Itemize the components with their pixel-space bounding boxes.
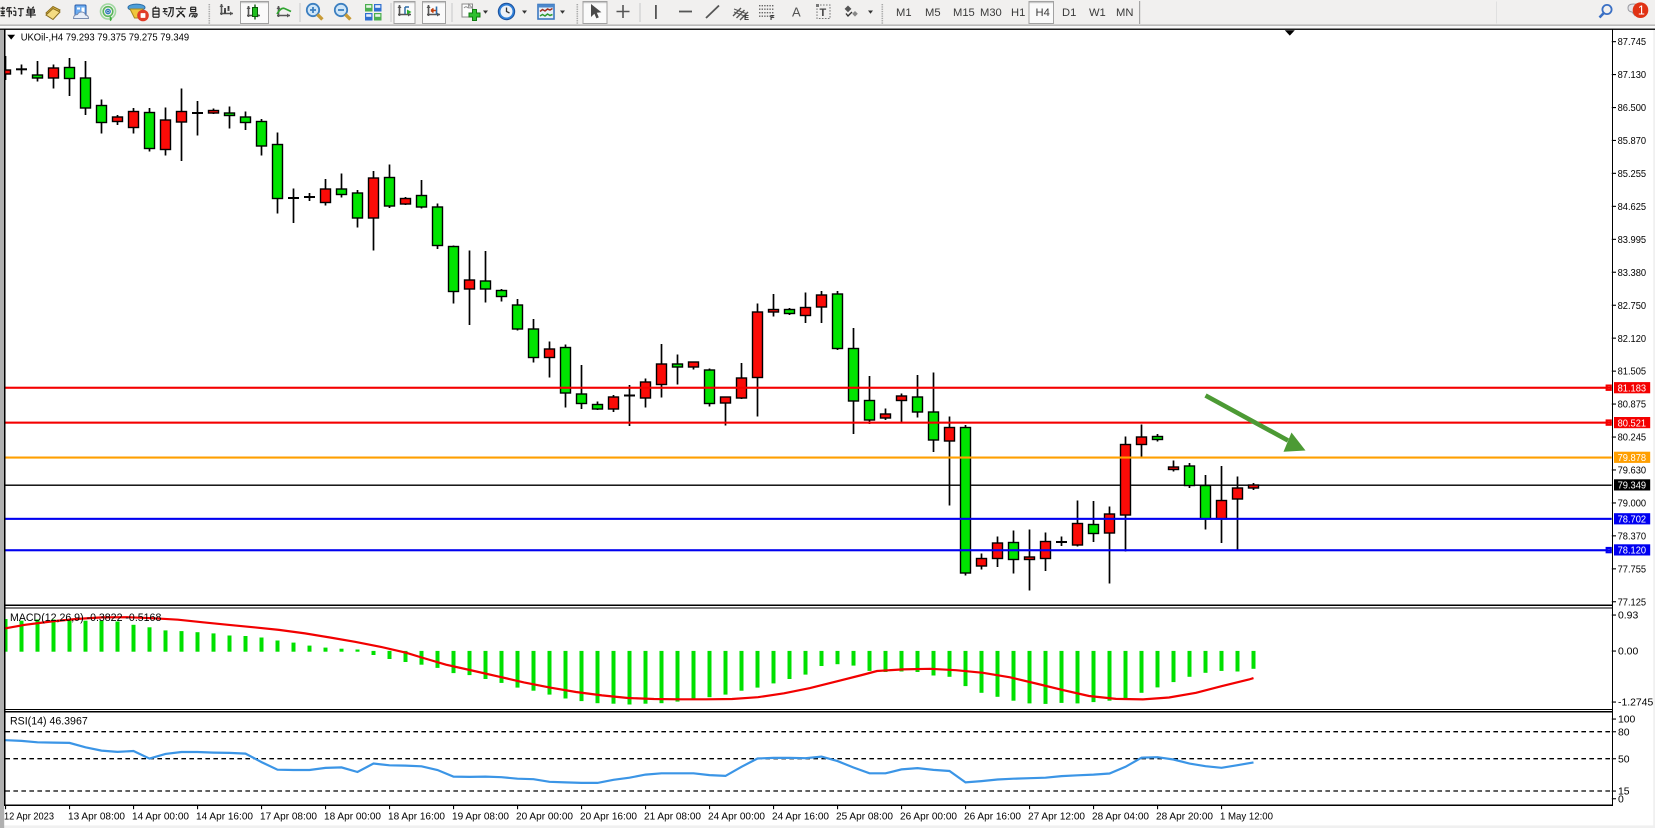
svg-text:M1: M1 [896,7,912,19]
svg-text:MACD(12,26,9) -0.3822 -0.5168: MACD(12,26,9) -0.3822 -0.5168 [10,612,161,624]
svg-text:28 Apr 20:00: 28 Apr 20:00 [1156,812,1213,823]
svg-text:MN: MN [1116,7,1133,19]
svg-text:78.370: 78.370 [1618,532,1647,543]
svg-text:79.630: 79.630 [1618,466,1647,477]
svg-text:18 Apr 00:00: 18 Apr 00:00 [324,812,381,823]
svg-text:80.875: 80.875 [1618,400,1647,411]
svg-text:83.995: 83.995 [1618,235,1647,246]
svg-text:78.702: 78.702 [1618,515,1647,526]
svg-text:A: A [792,5,801,20]
svg-text:50: 50 [1618,754,1630,765]
svg-text:82.120: 82.120 [1618,334,1647,345]
svg-text:80.245: 80.245 [1618,433,1647,444]
svg-text:79.000: 79.000 [1618,499,1647,510]
svg-text:25 Apr 08:00: 25 Apr 08:00 [836,812,893,823]
svg-text:T: T [820,7,827,19]
svg-text:77.125: 77.125 [1618,597,1647,608]
svg-text:86.500: 86.500 [1618,103,1647,114]
svg-text:85.870: 85.870 [1618,136,1647,147]
svg-text:14 Apr 16:00: 14 Apr 16:00 [196,812,253,823]
svg-text:15: 15 [1618,787,1630,798]
svg-text:W1: W1 [1089,7,1106,19]
svg-text:13 Apr 08:00: 13 Apr 08:00 [68,812,125,823]
svg-text:77.755: 77.755 [1618,564,1647,575]
svg-text:24 Apr 16:00: 24 Apr 16:00 [772,812,829,823]
svg-text:26 Apr 00:00: 26 Apr 00:00 [900,812,957,823]
svg-text:RSI(14) 46.3967: RSI(14) 46.3967 [10,716,88,728]
svg-text:83.380: 83.380 [1618,268,1647,279]
svg-text:27 Apr 12:00: 27 Apr 12:00 [1028,812,1085,823]
svg-text:24 Apr 00:00: 24 Apr 00:00 [708,812,765,823]
svg-text:1 May 12:00: 1 May 12:00 [1220,812,1273,823]
svg-text:20 Apr 00:00: 20 Apr 00:00 [516,812,573,823]
svg-text:D1: D1 [1062,7,1076,19]
svg-text:12 Apr 2023: 12 Apr 2023 [4,812,54,823]
svg-text:87.745: 87.745 [1618,37,1647,48]
svg-text:85.255: 85.255 [1618,169,1647,180]
svg-text:28 Apr 04:00: 28 Apr 04:00 [1092,812,1149,823]
svg-text:84.625: 84.625 [1618,202,1647,213]
svg-text:80.521: 80.521 [1618,418,1647,429]
svg-text:81.505: 81.505 [1618,367,1647,378]
svg-text:78.120: 78.120 [1618,546,1647,557]
svg-text:18 Apr 16:00: 18 Apr 16:00 [388,812,445,823]
svg-text:UKOil-,H4 79.293 79.375 79.27: UKOil-,H4 79.293 79.375 79.275 79.349 [21,33,190,44]
svg-text:E: E [744,13,749,22]
svg-text:-1.2745: -1.2745 [1618,698,1653,709]
svg-text:20 Apr 16:00: 20 Apr 16:00 [580,812,637,823]
svg-text:87.130: 87.130 [1618,70,1647,81]
svg-text:79.349: 79.349 [1618,481,1647,492]
svg-text:M5: M5 [925,7,941,19]
svg-text:19 Apr 08:00: 19 Apr 08:00 [452,812,509,823]
svg-text:100: 100 [1618,715,1636,726]
svg-text:0.93: 0.93 [1618,611,1638,622]
svg-text:82.750: 82.750 [1618,301,1647,312]
svg-text:26 Apr 16:00: 26 Apr 16:00 [964,812,1021,823]
svg-text:1: 1 [1638,4,1645,18]
svg-text:21 Apr 08:00: 21 Apr 08:00 [644,812,701,823]
svg-text:M15: M15 [953,7,975,19]
svg-text:79.878: 79.878 [1618,453,1647,464]
svg-text:14 Apr 00:00: 14 Apr 00:00 [132,812,189,823]
svg-text:M30: M30 [980,7,1002,19]
svg-text:F: F [770,13,775,22]
svg-text:H4: H4 [1036,7,1050,19]
svg-text:80: 80 [1618,727,1630,738]
svg-text:0.00: 0.00 [1618,647,1638,658]
svg-text:81.183: 81.183 [1618,384,1647,395]
svg-text:H1: H1 [1011,7,1025,19]
svg-text:17 Apr 08:00: 17 Apr 08:00 [260,812,317,823]
svg-text:0: 0 [1618,794,1624,805]
